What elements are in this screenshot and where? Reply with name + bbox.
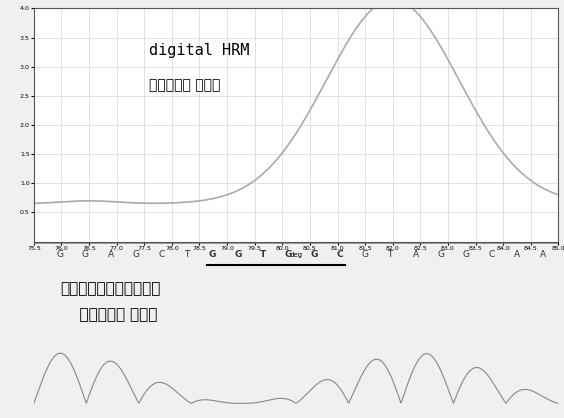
Text: T: T bbox=[260, 250, 266, 259]
Text: G: G bbox=[362, 250, 368, 259]
Text: G: G bbox=[285, 250, 292, 259]
Text: A: A bbox=[108, 250, 114, 259]
X-axis label: deg: deg bbox=[289, 252, 303, 258]
Text: A: A bbox=[540, 250, 546, 259]
Text: G: G bbox=[133, 250, 140, 259]
Text: A: A bbox=[514, 250, 520, 259]
Text: T: T bbox=[184, 250, 190, 259]
Text: 检测结果： 野生型: 检测结果： 野生型 bbox=[149, 78, 221, 92]
Text: G: G bbox=[209, 250, 216, 259]
Text: C: C bbox=[158, 250, 165, 259]
Text: G: G bbox=[234, 250, 241, 259]
Text: G: G bbox=[82, 250, 89, 259]
Text: G: G bbox=[310, 250, 318, 259]
Text: T: T bbox=[387, 250, 393, 259]
Text: A: A bbox=[413, 250, 418, 259]
Text: G: G bbox=[438, 250, 444, 259]
Text: G: G bbox=[463, 250, 470, 259]
Text: digital HRM: digital HRM bbox=[149, 43, 250, 59]
Text: C: C bbox=[336, 250, 343, 259]
Text: C: C bbox=[488, 250, 495, 259]
Text: 检测结果： 野生型: 检测结果： 野生型 bbox=[60, 308, 157, 323]
Text: G: G bbox=[56, 250, 64, 259]
Text: 测序法针对热点突变区域: 测序法针对热点突变区域 bbox=[60, 281, 160, 296]
